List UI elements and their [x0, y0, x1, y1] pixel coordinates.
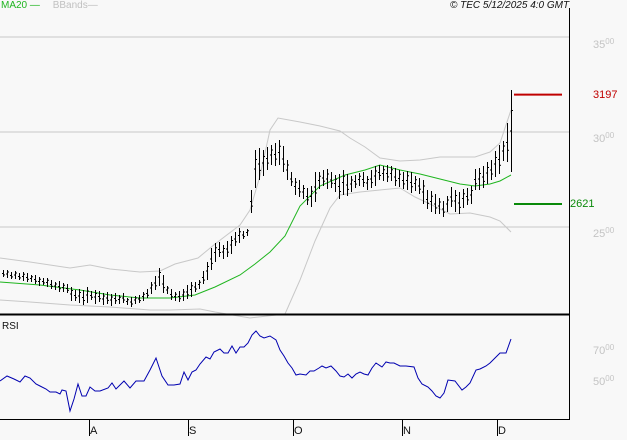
bollinger-bands: [0, 109, 512, 319]
rsi-label-50: 5000: [593, 374, 615, 388]
x-label-dec: D: [498, 425, 506, 437]
price-label-3000: 3000: [593, 131, 615, 145]
price-label-3500: 3500: [593, 37, 615, 51]
chart-legend: MA20 — BBands—: [1, 0, 98, 12]
rsi-line: [0, 330, 512, 413]
legend-bbands: BBands—: [52, 0, 98, 11]
x-label-oct: O: [294, 425, 303, 437]
rsi-label-70: 7000: [593, 343, 615, 357]
x-label-aug: A: [90, 425, 98, 437]
x-label-sep: S: [189, 425, 197, 437]
last-price-label: 3197: [593, 89, 618, 101]
ohlc-bars: [2, 90, 513, 307]
x-label-nov: N: [403, 425, 411, 437]
rsi-title: RSI: [2, 321, 19, 332]
last-value-markers: [514, 93, 562, 206]
copyright-timestamp: © TEC 5/12/2025 4:0 GMT: [450, 0, 570, 11]
price-gridlines: [0, 36, 569, 228]
price-label-2500: 2500: [593, 226, 615, 240]
chart-axes: [0, 8, 570, 436]
ma20-value-label: 2621: [570, 198, 595, 210]
legend-ma20: MA20 —: [1, 0, 40, 11]
